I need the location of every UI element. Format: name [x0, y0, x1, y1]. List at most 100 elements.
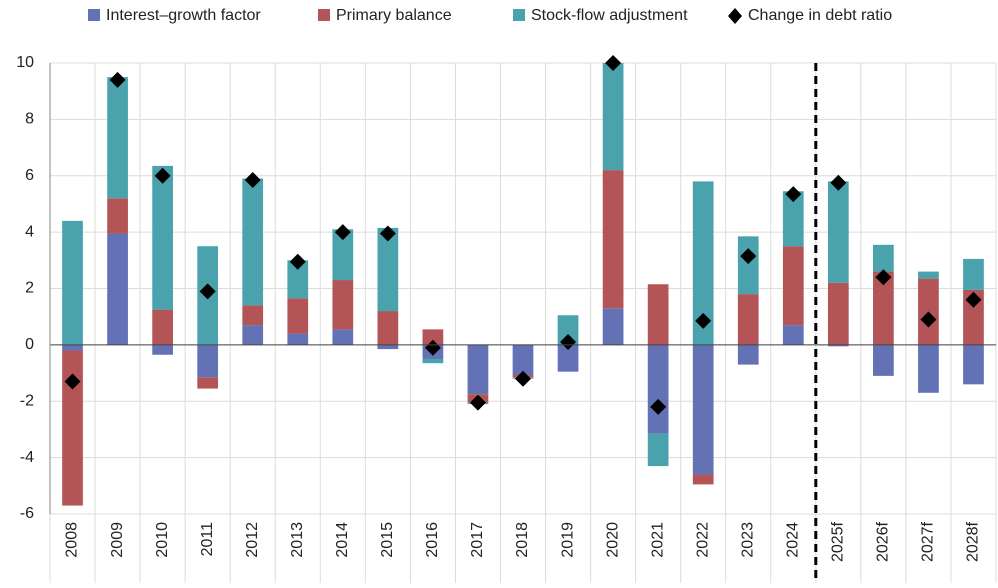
x-tick-label: 2024	[785, 522, 802, 558]
bar	[647, 433, 669, 467]
bar	[873, 271, 894, 345]
diamond-marker	[244, 171, 261, 188]
y-tick-label: -6	[20, 505, 34, 522]
bar	[332, 229, 354, 281]
bar	[467, 344, 489, 395]
x-tick-label: 2017	[469, 522, 486, 558]
diamond-marker	[469, 394, 486, 411]
legend-label: Change in debt ratio	[748, 7, 892, 24]
bar	[602, 63, 624, 171]
bar	[557, 315, 579, 345]
x-tick-label: 2013	[289, 522, 306, 558]
x-tick-label: 2010	[154, 522, 171, 558]
x-tick-label: 2015	[379, 522, 396, 558]
bar	[197, 377, 219, 389]
legend-label: Primary balance	[336, 7, 452, 24]
bar	[963, 344, 984, 385]
legend-diamond	[728, 8, 742, 24]
bar	[827, 344, 849, 347]
diamond-marker	[875, 269, 892, 286]
diamond-marker	[785, 186, 802, 203]
y-tick-label: 6	[25, 167, 34, 184]
bar	[647, 344, 669, 434]
legend-label: Interest–growth factor	[106, 7, 261, 24]
x-tick-label: 2016	[424, 522, 441, 558]
bar	[602, 170, 624, 309]
bar	[557, 344, 579, 372]
bar	[737, 344, 759, 365]
diamond-marker	[965, 291, 982, 308]
x-tick-label: 2028f	[965, 521, 982, 562]
diamond-marker	[695, 312, 712, 329]
bar	[332, 329, 354, 345]
bar	[287, 298, 309, 334]
bar	[152, 165, 173, 310]
x-tick-label: 2020	[604, 522, 621, 558]
x-tick-label: 2011	[199, 522, 216, 557]
bar	[602, 308, 624, 345]
x-tick-label: 2021	[649, 522, 666, 558]
bar	[422, 329, 444, 345]
bar	[62, 350, 83, 506]
x-tick-label: 2009	[109, 522, 126, 558]
bar	[107, 198, 128, 234]
bar	[197, 344, 219, 378]
diamond-marker	[199, 283, 216, 300]
bar	[827, 181, 849, 283]
y-tick-label: 2	[25, 280, 34, 297]
diamond-marker	[424, 339, 441, 356]
bar	[782, 246, 804, 326]
bar	[873, 344, 894, 376]
diamond-marker	[154, 167, 171, 184]
legend-swatch	[88, 9, 100, 21]
diamond-marker	[605, 55, 622, 71]
diamond-marker	[650, 398, 667, 415]
bar	[963, 289, 984, 345]
diamond-marker	[920, 311, 937, 328]
diamond-marker	[334, 224, 351, 241]
bar	[287, 333, 309, 345]
diamond-marker	[560, 334, 577, 351]
y-tick-label: 10	[16, 54, 34, 71]
bar	[512, 344, 534, 375]
diamond-marker	[109, 71, 126, 88]
diamond-marker	[515, 370, 531, 387]
x-tick-label: 2008	[64, 522, 81, 558]
x-tick-label: 2012	[244, 522, 261, 558]
bar	[242, 178, 264, 306]
x-tick-label: 2018	[514, 522, 531, 558]
bar	[107, 233, 128, 345]
x-tick-label: 2026f	[875, 521, 892, 562]
bar	[692, 474, 714, 485]
bar	[782, 325, 804, 345]
y-tick-label: 0	[25, 336, 34, 353]
legend-label: Stock-flow adjustment	[531, 7, 688, 24]
diamond-marker	[64, 373, 81, 390]
diamond-marker	[740, 248, 757, 265]
y-tick-label: -2	[20, 392, 34, 409]
x-tick-label: 2027f	[920, 521, 937, 562]
bar	[332, 280, 354, 330]
legend-swatch	[513, 9, 525, 21]
bar	[287, 260, 309, 299]
bar	[918, 271, 939, 279]
bar	[692, 181, 714, 345]
bar	[242, 305, 264, 326]
y-tick-label: -4	[20, 449, 34, 466]
bar	[918, 344, 939, 393]
bar	[782, 191, 804, 247]
bar	[377, 227, 399, 312]
bar	[963, 258, 984, 290]
bar	[647, 284, 669, 345]
bar	[242, 325, 264, 345]
bar	[377, 344, 399, 350]
bar	[377, 311, 399, 345]
bar	[62, 344, 83, 351]
bar	[827, 282, 849, 345]
legend-swatch	[318, 9, 330, 21]
diamond-marker	[289, 253, 306, 270]
bar	[737, 236, 759, 295]
diamond-marker	[830, 174, 847, 191]
bar	[692, 344, 714, 475]
